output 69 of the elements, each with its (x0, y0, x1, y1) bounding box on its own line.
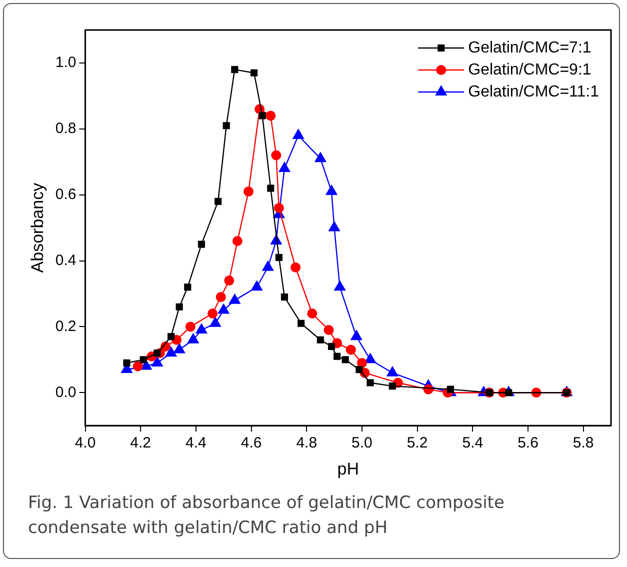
point (216, 292, 226, 302)
point (314, 152, 327, 162)
point (324, 324, 334, 335)
point (208, 308, 218, 319)
point (446, 386, 454, 393)
point (307, 308, 318, 319)
x-tick-label: 5.4 (462, 434, 484, 452)
point (325, 184, 338, 196)
point (198, 240, 206, 248)
point (123, 359, 130, 366)
point (258, 112, 266, 120)
point (140, 356, 147, 364)
point (280, 293, 288, 301)
x-tick-label: 5.0 (352, 434, 372, 452)
point (132, 361, 143, 372)
point (184, 284, 192, 291)
point (218, 303, 230, 314)
y-tick-label: 1.0 (55, 54, 76, 72)
legend-label: Gelatin/CMC=7:1 (468, 39, 592, 56)
point (214, 198, 222, 205)
point (366, 379, 374, 386)
point (250, 69, 258, 76)
point (222, 122, 230, 130)
legend-label: Gelatin/CMC=9:1 (468, 61, 592, 78)
point (334, 352, 341, 360)
y-tick-label: 0.0 (55, 384, 76, 401)
point (274, 203, 284, 214)
point (167, 333, 175, 340)
point (176, 303, 183, 310)
legend-label: Gelatin/CMC=11:1 (468, 83, 600, 100)
point (356, 366, 363, 374)
x-tick-label: 4.8 (296, 434, 318, 452)
point (185, 322, 196, 332)
y-tick-label: 0.8 (55, 120, 76, 138)
y-tick-label: 0.6 (55, 186, 76, 203)
x-tick-label: 5.2 (406, 434, 428, 452)
point (244, 186, 254, 197)
y-axis-title: Absorbancy (28, 182, 47, 273)
x-tick-label: 5.8 (572, 434, 594, 452)
point (164, 346, 178, 357)
point (224, 276, 234, 286)
point (290, 262, 301, 272)
point (250, 280, 263, 291)
point (342, 356, 349, 364)
point (356, 358, 367, 368)
x-tick-label: 5.6 (518, 434, 538, 452)
point (232, 236, 242, 246)
point (154, 350, 161, 357)
x-tick-label: 4.6 (240, 434, 262, 452)
point (298, 320, 305, 327)
point (328, 342, 336, 350)
x-tick-label: 4.4 (186, 434, 206, 452)
point (231, 66, 238, 74)
point (388, 382, 396, 390)
x-tick-label: 4.2 (130, 434, 152, 452)
point (316, 336, 324, 344)
y-tick-label: 0.2 (55, 318, 76, 335)
x-axis-title: pH (337, 459, 359, 478)
x-tick-label: 4.0 (74, 434, 96, 452)
point (173, 342, 186, 354)
point (346, 344, 356, 355)
point (275, 254, 282, 262)
point (267, 184, 274, 192)
point (350, 330, 362, 340)
point (266, 110, 276, 121)
point (271, 150, 282, 160)
point (334, 280, 346, 291)
y-tick-label: 0.4 (55, 252, 76, 269)
caption: Fig. 1 Variation of absorbance of gelatin/CMC composite condensate with gelatin/CMC ratio and pH (28, 492, 506, 540)
